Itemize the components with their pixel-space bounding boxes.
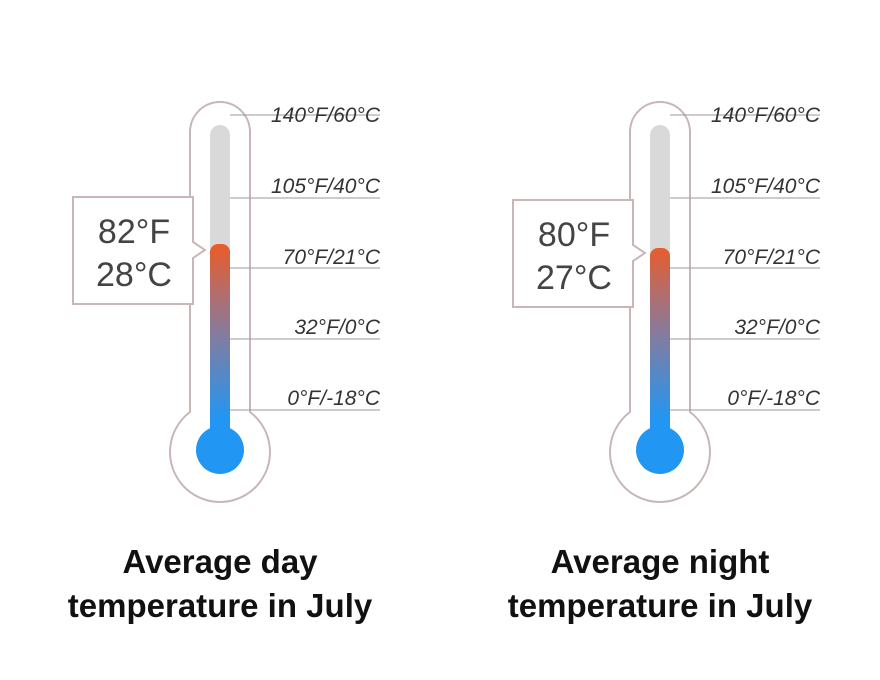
scale-label-70f: 70°F/21°C xyxy=(283,246,381,269)
thermometer-night: 140°F/60°C 105°F/40°C 70°F/21°C 32°F/0°C… xyxy=(512,101,821,503)
caption-line-2: temperature in July xyxy=(67,587,373,624)
caption-line-1: Average night xyxy=(550,543,770,580)
caption-line-1: Average day xyxy=(122,543,318,580)
reading-fahrenheit: 82°F xyxy=(98,213,170,251)
thermometer-bulb xyxy=(636,426,684,474)
scale-ticks xyxy=(670,114,820,411)
reading-callout-box xyxy=(512,199,647,308)
reading-callout-box xyxy=(72,196,207,305)
scale-labels: 140°F/60°C 105°F/40°C 70°F/21°C 32°F/0°C… xyxy=(271,104,381,410)
scale-labels: 140°F/60°C 105°F/40°C 70°F/21°C 32°F/0°C… xyxy=(711,104,821,410)
scale-label-0f: 0°F/-18°C xyxy=(727,387,820,410)
scale-label-105f: 105°F/40°C xyxy=(711,175,821,198)
scale-label-0f: 0°F/-18°C xyxy=(287,387,380,410)
reading-celsius: 27°C xyxy=(536,259,612,297)
reading-fahrenheit: 80°F xyxy=(538,216,610,254)
thermometer-fill xyxy=(210,244,230,440)
scale-label-140f: 140°F/60°C xyxy=(271,104,381,127)
scale-label-32f: 32°F/0°C xyxy=(294,316,380,339)
scale-label-105f: 105°F/40°C xyxy=(271,175,381,198)
scale-label-140f: 140°F/60°C xyxy=(711,104,821,127)
thermometer-fill xyxy=(650,248,670,440)
scale-label-70f: 70°F/21°C xyxy=(723,246,821,269)
reading-callout: 80°F 27°C xyxy=(512,199,647,308)
thermometer-day: 140°F/60°C 105°F/40°C 70°F/21°C 32°F/0°C… xyxy=(72,101,381,503)
reading-celsius: 28°C xyxy=(96,256,172,294)
caption-night: Average night temperature in July xyxy=(480,540,840,628)
reading-callout: 82°F 28°C xyxy=(72,196,207,305)
scale-ticks xyxy=(230,114,380,411)
scale-label-32f: 32°F/0°C xyxy=(734,316,820,339)
thermometer-bulb xyxy=(196,426,244,474)
caption-line-2: temperature in July xyxy=(507,587,813,624)
caption-day: Average day temperature in July xyxy=(40,540,400,628)
